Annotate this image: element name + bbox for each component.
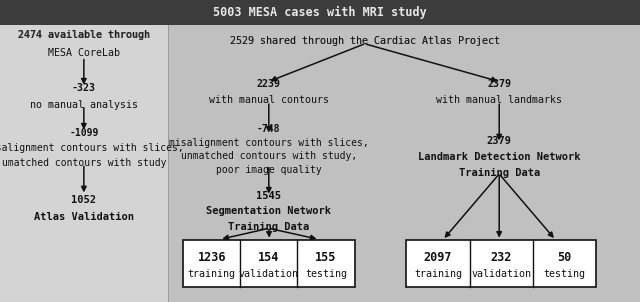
Text: 2529 shared through the Cardiac Atlas Project: 2529 shared through the Cardiac Atlas Pr… [230,36,500,46]
Text: misalignment contours with slices,: misalignment contours with slices, [0,143,184,153]
Text: 2474 available through: 2474 available through [18,30,150,40]
Text: unmatched contours with study,: unmatched contours with study, [180,151,357,162]
Text: 2379: 2379 [486,136,512,146]
Text: testing: testing [543,269,585,279]
Text: -323: -323 [72,83,96,93]
Text: umatched contours with study: umatched contours with study [1,158,166,168]
Text: Atlas Validation: Atlas Validation [34,212,134,222]
Text: -748: -748 [257,124,280,134]
Text: 154: 154 [258,251,280,264]
Text: 232: 232 [490,251,512,264]
Text: -1099: -1099 [69,128,99,138]
Text: 1545: 1545 [256,191,282,201]
Text: no manual analysis: no manual analysis [30,100,138,110]
Text: 2379: 2379 [487,79,511,89]
Bar [168,25,640,302]
Text: 2529 shared through the Cardiac Atlas Project: 2529 shared through the Cardiac Atlas Pr… [230,36,500,46]
Text: with manual landmarks: with manual landmarks [436,95,562,105]
Text: 1236: 1236 [197,251,226,264]
Bar [406,240,596,287]
Text: Segmentation Network: Segmentation Network [206,206,332,217]
Bar [0,0,640,25]
Bar [183,240,355,287]
Text: 2097: 2097 [424,251,452,264]
Text: with manual contours: with manual contours [209,95,329,105]
Text: 155: 155 [316,251,337,264]
Text: testing: testing [305,269,347,279]
Text: validation: validation [239,269,299,279]
Text: validation: validation [471,269,531,279]
Text: 5003 MESA cases with MRI study: 5003 MESA cases with MRI study [213,6,427,19]
Text: 2474 available through: 2474 available through [18,30,150,40]
Text: 2529 shared through the Cardiac Atlas Project: 2529 shared through the Cardiac Atlas Pr… [230,36,500,46]
Text: MESA CoreLab: MESA CoreLab [48,48,120,58]
Text: 2474 available through: 2474 available through [18,30,150,40]
Text: Training Data: Training Data [228,222,309,232]
Text: training: training [188,269,236,279]
Text: training: training [414,269,462,279]
Text: misalignment contours with slices,: misalignment contours with slices, [169,137,369,148]
Text: Landmark Detection Network: Landmark Detection Network [418,152,580,162]
Text: 50: 50 [557,251,572,264]
Text: 1052: 1052 [71,195,97,205]
Text: Training Data: Training Data [459,168,540,178]
Bar [0,25,168,302]
Text: poor image quality: poor image quality [216,165,322,175]
Text: 2239: 2239 [257,79,281,89]
